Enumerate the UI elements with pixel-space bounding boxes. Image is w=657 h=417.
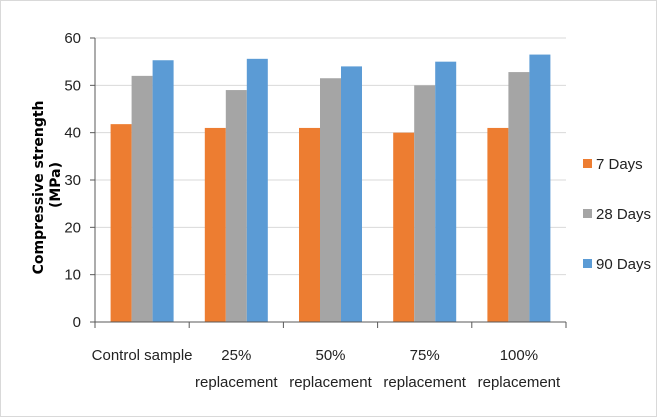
bars bbox=[110, 54, 551, 323]
bar-28-days bbox=[414, 85, 436, 322]
x-tick-labels: Control sample 25% replacement 50% replaceme… bbox=[92, 347, 561, 391]
legend-label: 28 Days bbox=[596, 206, 651, 223]
legend-label: 7 Days bbox=[596, 156, 643, 173]
y-tick-label: 50 bbox=[64, 77, 81, 94]
bar-90-days bbox=[529, 54, 551, 323]
bar-28-days bbox=[320, 78, 341, 322]
y-tick-label: 30 bbox=[64, 172, 81, 189]
bar-90-days bbox=[341, 66, 362, 323]
legend-swatch bbox=[583, 259, 592, 268]
y-axis-title-line-1: Compressive strength bbox=[31, 100, 47, 274]
legend-swatch bbox=[583, 209, 592, 218]
bar-28-days bbox=[131, 75, 153, 322]
legend-label: 90 Days bbox=[596, 256, 651, 273]
x-tick-label-line: replacement bbox=[383, 374, 466, 391]
x-tick-label-line: replacement bbox=[289, 374, 372, 391]
x-tick-label: Control sample bbox=[92, 347, 193, 364]
bar-90-days bbox=[152, 60, 174, 322]
legend: 7 Days 28 Days 90 Days bbox=[583, 156, 651, 273]
x-tick-label-line: 100% bbox=[500, 347, 538, 364]
x-tick-label: 25% replacement bbox=[195, 347, 278, 391]
bar-90-days bbox=[435, 61, 457, 323]
bar-7-days bbox=[393, 132, 415, 322]
x-tick-label-line: 50% bbox=[315, 347, 345, 364]
y-tick-label: 60 bbox=[64, 30, 81, 47]
y-tick-label: 10 bbox=[64, 267, 81, 284]
x-tick-label-line: 25% bbox=[221, 347, 251, 364]
x-tick-label: 75% replacement bbox=[383, 347, 466, 391]
bar-28-days bbox=[225, 90, 247, 322]
bar-7-days bbox=[299, 127, 320, 322]
x-tick-label-line: replacement bbox=[195, 374, 278, 391]
bar-7-days bbox=[204, 127, 226, 322]
x-tick-label: 50% replacement bbox=[289, 347, 372, 391]
axes bbox=[90, 37, 567, 328]
x-tick-label: 100% replacement bbox=[478, 347, 561, 391]
bar-90-days bbox=[246, 58, 268, 323]
y-axis-title-line-2: (MPa) bbox=[48, 162, 64, 208]
y-tick-label: 0 bbox=[73, 314, 81, 331]
legend-swatch bbox=[583, 159, 592, 168]
y-tick-label: 40 bbox=[64, 125, 81, 142]
bar-7-days bbox=[110, 124, 132, 322]
y-tick-labels: 0 10 20 30 40 50 60 bbox=[64, 30, 81, 331]
x-tick-label-line: Control sample bbox=[92, 347, 193, 364]
bar-28-days bbox=[508, 72, 530, 322]
x-tick-label-line: replacement bbox=[478, 374, 561, 391]
bar-7-days bbox=[487, 127, 509, 322]
x-tick-label-line: 75% bbox=[410, 347, 440, 364]
y-tick-label: 20 bbox=[64, 219, 81, 236]
y-axis-title: Compressive strength (MPa) bbox=[31, 96, 64, 275]
